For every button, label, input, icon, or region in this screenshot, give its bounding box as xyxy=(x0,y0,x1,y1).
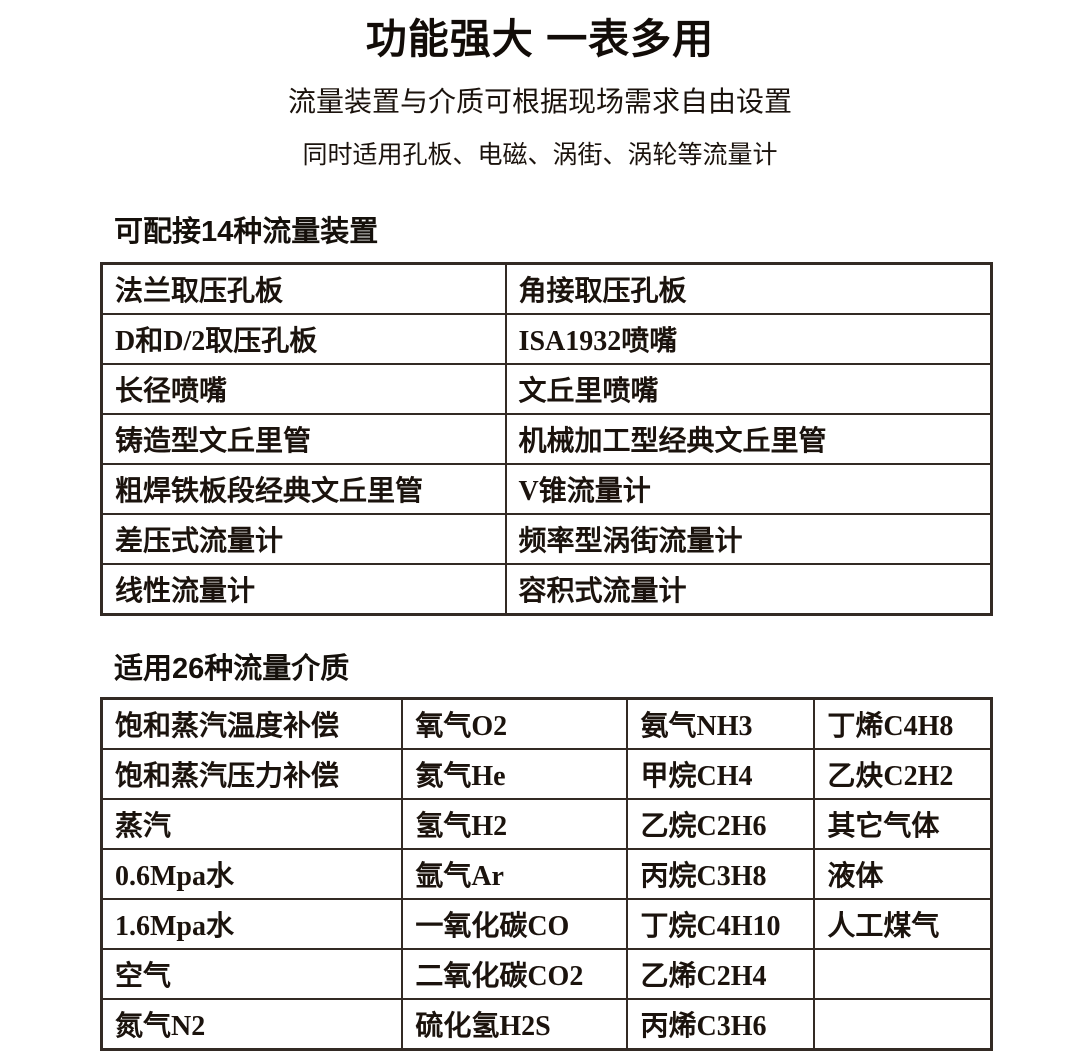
table-cell: 一氧化碳CO xyxy=(401,897,629,950)
table-cell: 法兰取压孔板 xyxy=(100,262,507,315)
table-cell: 丙烯C3H6 xyxy=(626,997,816,1051)
table-row: 长径喷嘴 文丘里喷嘴 xyxy=(100,362,993,415)
table-row: 铸造型文丘里管 机械加工型经典文丘里管 xyxy=(100,412,993,465)
table-cell: D和D/2取压孔板 xyxy=(100,312,507,365)
table-row: 蒸汽 氢气H2 乙烷C2H6 其它气体 xyxy=(100,797,993,850)
table-cell: 乙烯C2H4 xyxy=(626,947,816,1000)
table-cell: 液体 xyxy=(813,847,993,900)
table-cell: 文丘里喷嘴 xyxy=(504,362,993,415)
table-row: 氮气N2 硫化氢H2S 丙烯C3H6 xyxy=(100,997,993,1051)
table-row: 粗焊铁板段经典文丘里管 V锥流量计 xyxy=(100,462,993,515)
table-cell: 角接取压孔板 xyxy=(504,262,993,315)
flow-media-table: 饱和蒸汽温度补偿 氧气O2 氨气NH3 丁烯C4H8 饱和蒸汽压力补偿 氦气He 甲烷CH4… xyxy=(100,696,993,1051)
table-cell: 1.6Mpa水 xyxy=(100,897,404,950)
table-cell: 0.6Mpa水 xyxy=(100,847,404,900)
table-cell: 氦气He xyxy=(401,747,629,800)
table-row: 饱和蒸汽压力补偿 氦气He 甲烷CH4 乙炔C2H2 xyxy=(100,747,993,800)
table-cell: 乙炔C2H2 xyxy=(813,747,993,800)
page-subtitle-secondary: 同时适用孔板、电磁、涡街、涡轮等流量计 xyxy=(302,141,778,170)
table-cell: 机械加工型经典文丘里管 xyxy=(504,412,993,465)
table-cell: 氮气N2 xyxy=(100,997,404,1051)
devices-section-heading: 可配接14种流量装置 xyxy=(114,216,379,249)
table-row: 差压式流量计 频率型涡街流量计 xyxy=(100,512,993,565)
page-title: 功能强大 一表多用 xyxy=(365,16,715,62)
table-cell: 二氧化碳CO2 xyxy=(401,947,629,1000)
table-cell: 氧气O2 xyxy=(401,697,629,750)
table-row: D和D/2取压孔板 ISA1932喷嘴 xyxy=(100,312,993,365)
page-subtitle-primary: 流量装置与介质可根据现场需求自由设置 xyxy=(287,86,792,118)
table-cell: 频率型涡街流量计 xyxy=(504,512,993,565)
table-cell: V锥流量计 xyxy=(504,462,993,515)
table-cell: 饱和蒸汽压力补偿 xyxy=(100,747,404,800)
table-cell: 氢气H2 xyxy=(401,797,629,850)
table-row: 线性流量计 容积式流量计 xyxy=(100,562,993,616)
table-cell: 空气 xyxy=(100,947,404,1000)
table-row: 法兰取压孔板 角接取压孔板 xyxy=(100,262,993,315)
table-cell: 乙烷C2H6 xyxy=(626,797,816,850)
table-cell xyxy=(813,997,993,1051)
table-cell: 丁烯C4H8 xyxy=(813,697,993,750)
table-cell: 其它气体 xyxy=(813,797,993,850)
table-cell: 氩气Ar xyxy=(401,847,629,900)
table-cell: 饱和蒸汽温度补偿 xyxy=(100,697,404,750)
table-cell: ISA1932喷嘴 xyxy=(504,312,993,365)
flow-devices-table: 法兰取压孔板 角接取压孔板 D和D/2取压孔板 ISA1932喷嘴 长径喷嘴 文丘里喷嘴铸… xyxy=(100,261,993,616)
table-cell: 人工煤气 xyxy=(813,897,993,950)
table-cell: 铸造型文丘里管 xyxy=(100,412,507,465)
table-row: 空气 二氧化碳CO2 乙烯C2H4 xyxy=(100,947,993,1000)
table-cell: 差压式流量计 xyxy=(100,512,507,565)
table-cell: 线性流量计 xyxy=(100,562,507,616)
table-cell: 丁烷C4H10 xyxy=(626,897,816,950)
table-cell: 蒸汽 xyxy=(100,797,404,850)
table-cell: 氨气NH3 xyxy=(626,697,816,750)
table-cell: 长径喷嘴 xyxy=(100,362,507,415)
table-row: 1.6Mpa水 一氧化碳CO 丁烷C4H10 人工煤气 xyxy=(100,897,993,950)
table-cell: 甲烷CH4 xyxy=(626,747,816,800)
table-row: 0.6Mpa水 氩气Ar 丙烷C3H8 液体 xyxy=(100,847,993,900)
table-row: 饱和蒸汽温度补偿 氧气O2 氨气NH3 丁烯C4H8 xyxy=(100,697,993,750)
media-section-heading: 适用26种流量介质 xyxy=(114,652,350,685)
table-cell: 粗焊铁板段经典文丘里管 xyxy=(100,462,507,515)
table-cell: 硫化氢H2S xyxy=(401,997,629,1051)
table-cell xyxy=(813,947,993,1000)
table-cell: 丙烷C3H8 xyxy=(626,847,816,900)
table-cell: 容积式流量计 xyxy=(504,562,993,616)
